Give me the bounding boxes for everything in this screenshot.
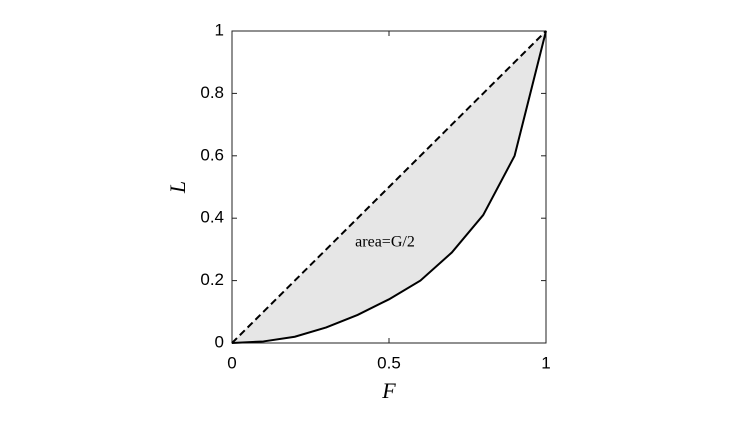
- y-tick-label: 0.6: [200, 145, 224, 164]
- x-tick-label: 1: [541, 353, 550, 372]
- y-tick-label: 0.2: [200, 270, 224, 289]
- series-line: [231, 30, 547, 344]
- y-tick-label: 0.4: [200, 208, 224, 227]
- x-tick-label: 0.5: [377, 353, 401, 372]
- y-tick-label: 0.8: [200, 83, 224, 102]
- y-axis-label: L: [165, 181, 190, 194]
- y-tick-label: 0: [215, 332, 224, 351]
- annotation: area=G/2: [355, 234, 415, 251]
- x-tick-label: 0: [227, 353, 236, 372]
- y-tick-label: 1: [215, 20, 224, 39]
- series-line: [231, 30, 547, 344]
- x-axis-label: F: [381, 378, 396, 403]
